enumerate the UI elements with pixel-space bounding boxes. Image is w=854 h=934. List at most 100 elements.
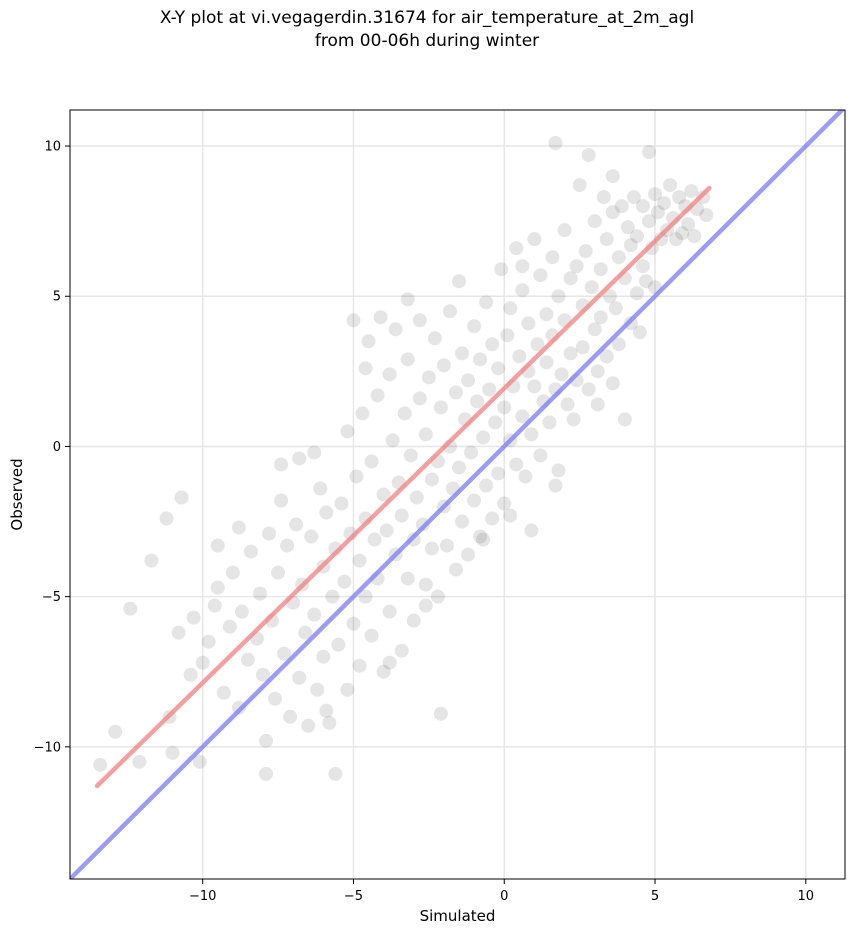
data-point bbox=[289, 517, 304, 532]
chart-title-line-2: from 00-06h during winter bbox=[314, 31, 540, 51]
data-point bbox=[331, 637, 346, 652]
data-point bbox=[144, 553, 159, 568]
data-point bbox=[433, 400, 448, 415]
x-tick-label: 10 bbox=[798, 889, 815, 904]
data-point bbox=[367, 532, 382, 547]
data-point bbox=[427, 331, 442, 346]
data-point bbox=[307, 607, 322, 622]
data-point bbox=[494, 262, 509, 277]
data-point bbox=[123, 601, 138, 616]
data-point bbox=[452, 460, 467, 475]
data-point bbox=[554, 367, 569, 382]
x-tick-label: 0 bbox=[500, 889, 508, 904]
data-point bbox=[533, 268, 548, 283]
data-point bbox=[675, 226, 690, 241]
data-point bbox=[681, 217, 696, 232]
data-point bbox=[491, 466, 506, 481]
data-point bbox=[271, 565, 286, 580]
data-point bbox=[548, 478, 563, 493]
data-point bbox=[316, 649, 331, 664]
data-point bbox=[412, 391, 427, 406]
data-point bbox=[503, 508, 518, 523]
data-point bbox=[476, 430, 491, 445]
data-point bbox=[455, 514, 470, 529]
x-tick-label: 5 bbox=[651, 889, 659, 904]
data-point bbox=[388, 322, 403, 337]
data-point bbox=[566, 412, 581, 427]
data-point bbox=[461, 373, 476, 388]
data-point bbox=[385, 433, 400, 448]
data-point bbox=[183, 667, 198, 682]
data-point bbox=[590, 397, 605, 412]
data-point bbox=[376, 664, 391, 679]
data-point bbox=[599, 349, 614, 364]
data-point bbox=[515, 259, 530, 274]
data-point bbox=[304, 529, 319, 544]
data-point bbox=[397, 406, 412, 421]
data-point bbox=[424, 472, 439, 487]
data-point bbox=[400, 571, 415, 586]
data-point bbox=[599, 232, 614, 247]
data-point bbox=[301, 718, 316, 733]
data-point bbox=[328, 766, 343, 781]
data-point bbox=[108, 724, 123, 739]
data-point bbox=[252, 586, 267, 601]
data-point bbox=[584, 280, 599, 295]
data-point bbox=[418, 577, 433, 592]
data-point bbox=[283, 709, 298, 724]
data-point bbox=[406, 613, 421, 628]
data-point bbox=[518, 469, 533, 484]
regression-line bbox=[94, 185, 712, 789]
data-point bbox=[433, 706, 448, 721]
data-point bbox=[340, 424, 355, 439]
data-point bbox=[280, 538, 295, 553]
data-point bbox=[617, 412, 632, 427]
data-point bbox=[590, 364, 605, 379]
data-point bbox=[421, 370, 436, 385]
data-point bbox=[539, 355, 554, 370]
data-point bbox=[626, 190, 641, 205]
data-point bbox=[382, 367, 397, 382]
data-point bbox=[512, 349, 527, 364]
data-point bbox=[165, 745, 180, 760]
data-point bbox=[551, 463, 566, 478]
data-point bbox=[349, 469, 364, 484]
data-point bbox=[491, 361, 506, 376]
data-point bbox=[352, 658, 367, 673]
data-point bbox=[470, 394, 485, 409]
data-point bbox=[479, 478, 494, 493]
data-point bbox=[400, 352, 415, 367]
data-point bbox=[614, 199, 629, 214]
data-point bbox=[551, 289, 566, 304]
data-point bbox=[403, 448, 418, 463]
data-point bbox=[545, 250, 560, 265]
data-point bbox=[687, 229, 702, 244]
data-point bbox=[310, 682, 325, 697]
data-point bbox=[322, 715, 337, 730]
data-point bbox=[222, 619, 237, 634]
data-point bbox=[527, 232, 542, 247]
data-point bbox=[216, 685, 231, 700]
data-point bbox=[159, 511, 174, 526]
data-point bbox=[581, 382, 596, 397]
data-point bbox=[171, 625, 186, 640]
data-point bbox=[376, 487, 391, 502]
data-point bbox=[485, 337, 500, 352]
data-point bbox=[277, 646, 292, 661]
data-point bbox=[575, 340, 590, 355]
data-point bbox=[424, 541, 439, 556]
data-point bbox=[563, 346, 578, 361]
data-point bbox=[274, 457, 289, 472]
data-point bbox=[382, 655, 397, 670]
data-point bbox=[430, 589, 445, 604]
data-point bbox=[307, 445, 322, 460]
data-point bbox=[635, 199, 650, 214]
data-point bbox=[467, 493, 482, 508]
data-point bbox=[255, 667, 270, 682]
y-tick-label: −10 bbox=[34, 740, 61, 755]
x-axis-label: Simulated bbox=[420, 907, 496, 925]
data-point bbox=[355, 406, 370, 421]
data-point bbox=[346, 313, 361, 328]
data-point bbox=[240, 652, 255, 667]
data-point bbox=[648, 187, 663, 202]
